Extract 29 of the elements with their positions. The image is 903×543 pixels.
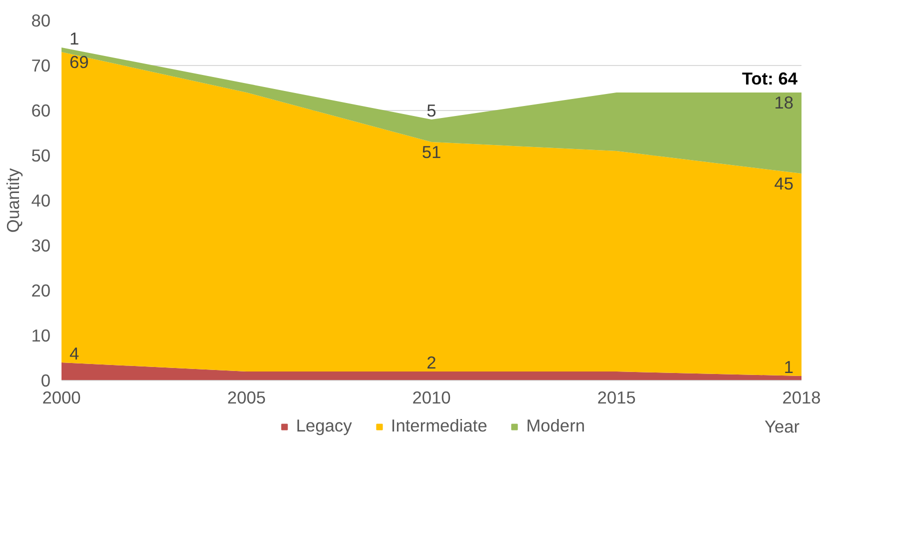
- y-tick-label: 0: [40, 370, 51, 390]
- data-label: 4: [70, 344, 80, 364]
- legend-label: Intermediate: [390, 416, 488, 436]
- y-tick-label: 30: [31, 236, 51, 256]
- x-tick-label: 2005: [227, 388, 266, 408]
- y-tick-label: 80: [31, 10, 51, 30]
- x-tick-label: 2018: [782, 388, 821, 408]
- x-tick-label: 2000: [42, 388, 81, 408]
- y-tick-label: 60: [31, 100, 51, 120]
- legend-label: Modern: [526, 416, 585, 436]
- y-tick-label: 50: [31, 146, 51, 166]
- y-tick-label: 10: [31, 326, 51, 346]
- y-axis-title: Quantity: [3, 168, 24, 233]
- annotation: Tot: 64: [742, 68, 798, 88]
- x-tick-label: 2015: [597, 388, 636, 408]
- data-label: 1: [784, 357, 794, 377]
- y-tick-label: 20: [31, 280, 51, 300]
- data-label: 69: [70, 52, 89, 72]
- y-tick-label: 70: [31, 56, 51, 76]
- data-label: 51: [422, 142, 442, 162]
- y-tick-label: 40: [31, 190, 51, 210]
- data-label: 45: [774, 174, 794, 194]
- legend-label: Legacy: [296, 416, 352, 436]
- x-tick-label: 2010: [412, 388, 451, 408]
- x-axis-title: Year: [764, 416, 800, 436]
- data-label: 2: [426, 352, 436, 372]
- data-label: 1: [70, 28, 80, 48]
- data-label: 5: [426, 100, 436, 120]
- data-label: 18: [774, 92, 794, 112]
